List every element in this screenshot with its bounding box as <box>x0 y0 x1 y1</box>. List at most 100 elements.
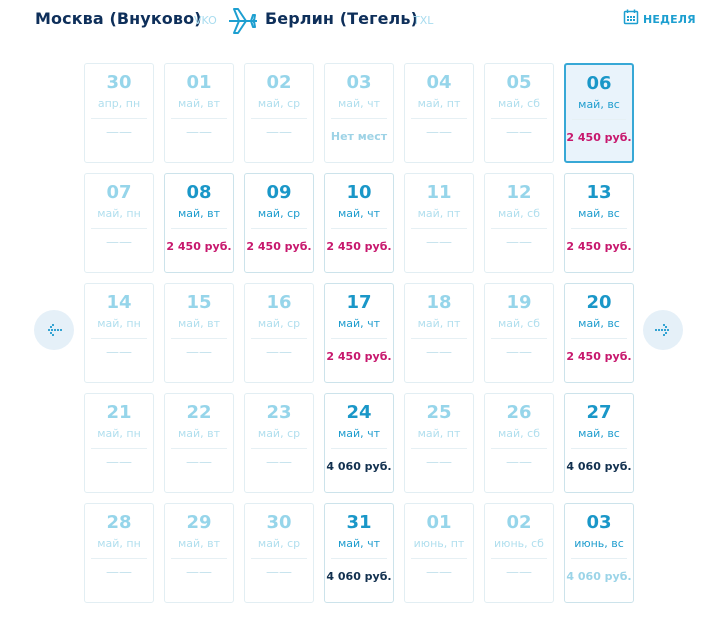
price-label: 2 450 руб. <box>566 240 632 253</box>
date-cell[interactable]: 10 май, чт 2 450 руб. <box>324 173 394 273</box>
date-month-weekday: май, ср <box>257 317 301 330</box>
no-price-placeholder: —— <box>426 565 452 580</box>
arrow-right-icon <box>655 324 669 336</box>
no-price-placeholder: —— <box>506 455 532 470</box>
date-cell[interactable]: 24 май, чт 4 060 руб. <box>324 393 394 493</box>
no-price-placeholder: —— <box>186 565 212 580</box>
date-day-number: 11 <box>426 182 452 203</box>
price-label: 2 450 руб. <box>326 240 392 253</box>
date-cell[interactable]: 20 май, вс 2 450 руб. <box>564 283 634 383</box>
date-month-weekday: май, сб <box>497 317 540 330</box>
date-cell[interactable]: 09 май, ср 2 450 руб. <box>244 173 314 273</box>
airplane-icon <box>229 8 257 34</box>
cell-divider <box>571 448 627 449</box>
no-price-placeholder: —— <box>186 345 212 360</box>
date-cell: 23 май, ср —— <box>244 393 314 493</box>
date-day-number: 02 <box>506 512 532 533</box>
no-price-placeholder: —— <box>186 455 212 470</box>
price-label: 4 060 руб. <box>326 460 392 473</box>
date-day-number: 25 <box>426 402 452 423</box>
date-day-number: 17 <box>346 292 372 313</box>
date-cell: 30 апр, пн —— <box>84 63 154 163</box>
previous-week-button[interactable] <box>34 310 74 350</box>
date-month-weekday: май, чт <box>337 317 381 330</box>
cell-divider <box>491 448 547 449</box>
date-cell[interactable]: 17 май, чт 2 450 руб. <box>324 283 394 383</box>
date-month-weekday: май, вт <box>177 97 221 110</box>
cell-divider <box>171 558 227 559</box>
date-cell: 29 май, вт —— <box>164 503 234 603</box>
date-cell[interactable]: 27 май, вс 4 060 руб. <box>564 393 634 493</box>
price-label: 2 450 руб. <box>326 350 392 363</box>
date-month-weekday: май, чт <box>337 537 381 550</box>
date-cell: 15 май, вт —— <box>164 283 234 383</box>
date-day-number: 10 <box>346 182 372 203</box>
date-month-weekday: май, чт <box>337 97 381 110</box>
origin-city: Москва (Внуково) <box>35 9 202 28</box>
arrow-left-icon <box>48 324 62 336</box>
cell-divider <box>91 228 147 229</box>
date-day-number: 09 <box>266 182 292 203</box>
date-day-number: 28 <box>106 512 132 533</box>
price-label: 2 450 руб. <box>246 240 312 253</box>
date-day-number: 19 <box>506 292 532 313</box>
date-month-weekday: май, пн <box>97 207 141 220</box>
no-price-placeholder: —— <box>106 345 132 360</box>
date-day-number: 03 <box>346 72 372 93</box>
date-month-weekday: май, вт <box>177 427 221 440</box>
date-cell[interactable]: 03 июнь, вс 4 060 руб. <box>564 503 634 603</box>
no-price-placeholder: —— <box>426 235 452 250</box>
date-month-weekday: май, пт <box>417 207 461 220</box>
cell-divider <box>331 338 387 339</box>
date-day-number: 30 <box>106 72 132 93</box>
no-price-placeholder: —— <box>186 125 212 140</box>
date-cell: 18 май, пт —— <box>404 283 474 383</box>
cell-divider <box>91 558 147 559</box>
cell-divider <box>251 228 307 229</box>
date-cell[interactable]: 06 май, вс 2 450 руб. <box>564 63 634 163</box>
date-day-number: 26 <box>506 402 532 423</box>
no-price-placeholder: —— <box>506 125 532 140</box>
date-month-weekday: май, вт <box>177 207 221 220</box>
price-label: 2 450 руб. <box>166 240 232 253</box>
date-month-weekday: апр, пн <box>97 97 141 110</box>
date-cell: 01 май, вт —— <box>164 63 234 163</box>
date-day-number: 06 <box>586 73 612 94</box>
date-month-weekday: май, вс <box>578 317 620 330</box>
cell-divider <box>91 448 147 449</box>
no-price-placeholder: —— <box>106 565 132 580</box>
date-cell: 14 май, пн —— <box>84 283 154 383</box>
date-cell: 02 май, ср —— <box>244 63 314 163</box>
cell-divider <box>91 118 147 119</box>
date-month-weekday: май, сб <box>497 427 540 440</box>
date-cell[interactable]: 31 май, чт 4 060 руб. <box>324 503 394 603</box>
no-price-placeholder: —— <box>506 345 532 360</box>
cell-divider <box>571 338 627 339</box>
sold-out-label: Нет мест <box>330 130 388 143</box>
cell-divider <box>171 448 227 449</box>
cell-divider <box>411 228 467 229</box>
cell-divider <box>491 118 547 119</box>
date-day-number: 07 <box>106 182 132 203</box>
date-month-weekday: июнь, сб <box>494 537 544 550</box>
date-month-weekday: май, пт <box>417 97 461 110</box>
date-day-number: 27 <box>586 402 612 423</box>
date-day-number: 01 <box>426 512 452 533</box>
cell-divider <box>491 558 547 559</box>
cell-divider <box>331 448 387 449</box>
date-month-weekday: май, вс <box>578 207 620 220</box>
date-cell: 21 май, пн —— <box>84 393 154 493</box>
date-cell: 02 июнь, сб —— <box>484 503 554 603</box>
date-day-number: 22 <box>186 402 212 423</box>
date-cell[interactable]: 08 май, вт 2 450 руб. <box>164 173 234 273</box>
no-price-placeholder: —— <box>266 455 292 470</box>
date-cell: 07 май, пн —— <box>84 173 154 273</box>
date-month-weekday: май, ср <box>257 427 301 440</box>
price-label: 4 060 руб. <box>566 460 632 473</box>
date-month-weekday: май, ср <box>257 207 301 220</box>
next-week-button[interactable] <box>643 310 683 350</box>
cell-divider <box>251 338 307 339</box>
date-day-number: 12 <box>506 182 532 203</box>
date-month-weekday: май, пн <box>97 537 141 550</box>
date-cell[interactable]: 13 май, вс 2 450 руб. <box>564 173 634 273</box>
